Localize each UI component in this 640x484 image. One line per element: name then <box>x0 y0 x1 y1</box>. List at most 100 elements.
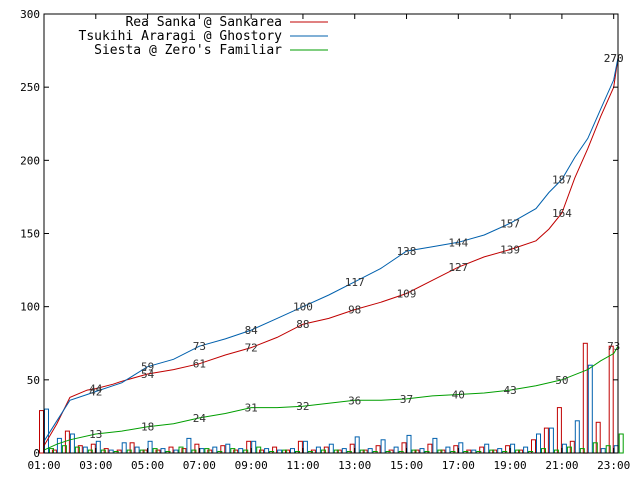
bar <box>160 448 166 454</box>
data-label: 157 <box>500 217 520 230</box>
y-tick-label: 50 <box>27 374 40 387</box>
bar <box>82 446 88 454</box>
data-label: 40 <box>452 389 465 402</box>
legend-label: Siesta @ Zero's Familiar <box>94 43 282 58</box>
bar <box>238 448 244 454</box>
data-label: 42 <box>89 386 102 399</box>
x-tick-label: 01:00 <box>27 459 60 472</box>
data-label: 32 <box>296 400 309 413</box>
data-label: 127 <box>448 261 468 274</box>
bar <box>367 448 373 454</box>
series-lines <box>43 57 619 451</box>
bar <box>523 446 529 454</box>
x-tick-label: 09:00 <box>235 459 268 472</box>
x-tick-label: 15:00 <box>390 459 423 472</box>
data-label: 59 <box>141 361 154 374</box>
plot-border <box>43 13 619 454</box>
data-label: 72 <box>245 342 258 355</box>
data-label: 24 <box>193 412 207 425</box>
data-label: 144 <box>448 236 468 249</box>
bar <box>186 437 192 454</box>
y-tick-label: 300 <box>20 8 40 21</box>
data-label: 50 <box>555 374 568 387</box>
histogram-bars <box>39 342 624 454</box>
data-label: 43 <box>503 384 516 397</box>
bar <box>582 342 588 454</box>
data-label: 139 <box>500 244 520 257</box>
bar <box>328 443 334 454</box>
bar <box>121 442 127 454</box>
bar <box>380 439 386 454</box>
data-label: 270 <box>604 52 624 65</box>
legend-label: Tsukihi Araragi @ Ghostory <box>79 29 283 44</box>
bar <box>618 433 624 454</box>
data-label: 31 <box>245 402 258 415</box>
bar <box>419 448 425 454</box>
axes: 0 50 100 150 200 250 300 01:00 03:00 05:00 07:00 09… <box>20 8 630 472</box>
data-label: 187 <box>552 173 572 186</box>
x-tick-label: 03:00 <box>79 459 112 472</box>
bar <box>315 446 321 454</box>
bar <box>497 448 503 454</box>
data-label: 84 <box>245 324 259 337</box>
bar <box>199 448 205 454</box>
bar <box>341 448 347 454</box>
bar <box>44 408 49 454</box>
series-line <box>43 57 619 446</box>
x-tick-label: 05:00 <box>131 459 164 472</box>
bar <box>354 436 360 454</box>
data-label: 100 <box>293 301 313 314</box>
bar <box>147 440 153 454</box>
bar <box>566 446 572 454</box>
x-tick-label: 21:00 <box>545 459 578 472</box>
bar <box>302 440 308 454</box>
bar <box>548 427 554 454</box>
data-label: 37 <box>400 393 413 406</box>
bar <box>561 443 567 454</box>
bar <box>393 446 399 454</box>
data-labels: 44 54 61 72 88 98 109 127 139 164 270 42 59 73 84 100 11… <box>89 52 623 441</box>
bar <box>587 364 593 454</box>
data-label: 36 <box>348 394 361 407</box>
bar <box>56 437 62 454</box>
x-tick-label: 17:00 <box>442 459 475 472</box>
bar <box>103 448 109 454</box>
bar <box>510 443 516 454</box>
x-tick-label: 07:00 <box>183 459 216 472</box>
series-line <box>43 57 619 442</box>
data-label: 18 <box>141 421 154 434</box>
bar <box>608 345 614 454</box>
x-tick-label: 13:00 <box>338 459 371 472</box>
data-label: 73 <box>607 340 620 353</box>
y-tick-label: 0 <box>33 447 40 460</box>
bar <box>212 446 218 454</box>
bar <box>134 446 140 454</box>
data-label: 138 <box>397 245 417 258</box>
bar <box>574 420 580 454</box>
bar <box>556 407 562 454</box>
bar <box>264 448 270 454</box>
data-label: 13 <box>89 428 102 441</box>
bar <box>536 433 541 454</box>
y-tick-label: 150 <box>20 228 40 241</box>
bar <box>484 443 490 454</box>
bar <box>95 440 101 454</box>
bar <box>445 446 451 454</box>
y-tick-label: 100 <box>20 301 40 314</box>
data-label: 61 <box>193 358 206 371</box>
bar <box>39 410 44 454</box>
x-tick-label: 11:00 <box>286 459 319 472</box>
bar <box>600 448 606 454</box>
series-line <box>43 345 619 451</box>
data-label: 73 <box>193 340 206 353</box>
bar <box>458 442 464 454</box>
y-tick-label: 200 <box>20 154 40 167</box>
data-label: 44 <box>89 383 103 396</box>
bar <box>432 437 438 454</box>
bar <box>290 448 295 454</box>
data-label: 270 <box>604 52 624 65</box>
y-tick-label: 250 <box>20 81 40 94</box>
bar <box>225 443 231 454</box>
